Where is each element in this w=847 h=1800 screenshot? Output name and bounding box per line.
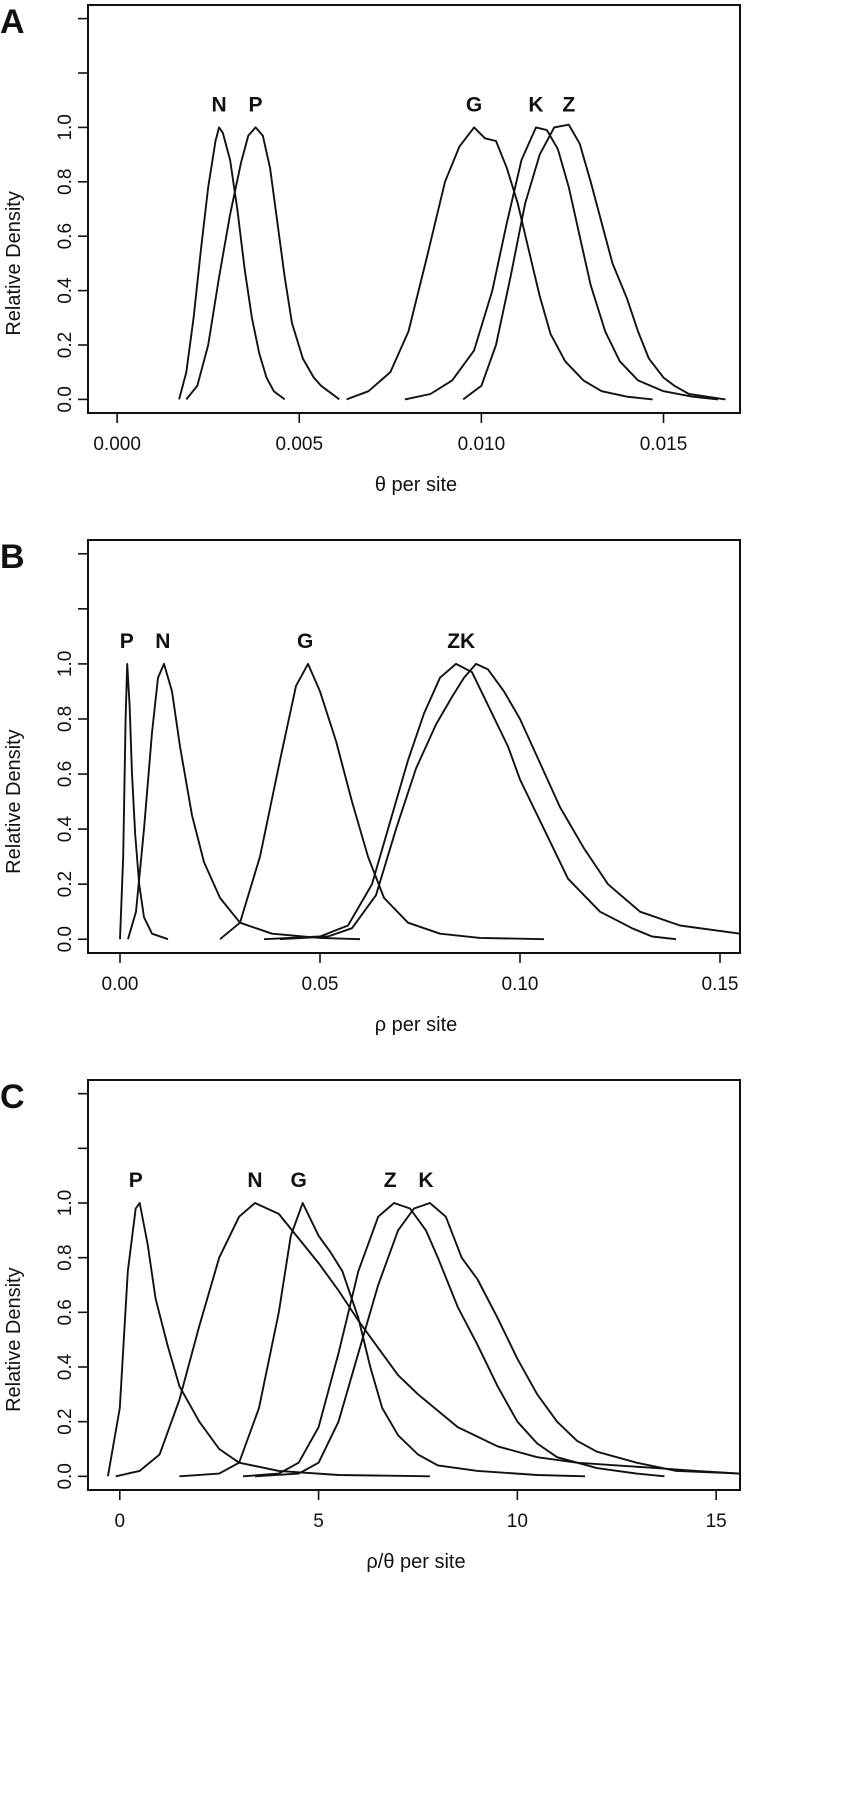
y-tick-label: 0.2 [55,332,76,358]
y-tick-label: 0.8 [55,169,76,195]
peak-label: G [291,1169,307,1192]
y-tick-label: 0.2 [55,871,76,897]
y-tick-label: 0.0 [55,926,76,952]
density-curve [404,126,719,401]
y-axis-label: Relative Density [3,1267,25,1412]
x-tick-label: 0.10 [502,974,539,995]
y-axis-label: Relative Density [3,729,25,874]
density-curve [263,662,677,941]
y-axis-label: Relative Density [3,191,25,336]
density-curve [462,123,726,401]
peak-label: G [297,630,313,653]
plot-frame [87,1079,741,1491]
density-curve [127,662,361,941]
panel-c: C 0 5 10 15 0.0 0.2 0.4 0.6 0.8 1.0 ρ/θ per site Rel… [0,1078,741,1573]
y-tick-label: 0.0 [55,1463,76,1489]
x-tick-label: 0.010 [458,434,506,455]
peak-label: P [129,1169,143,1192]
peak-label: N [212,93,227,116]
density-curve [178,126,286,401]
y-tick-label: 0.0 [55,386,76,412]
density-curve [106,1202,430,1478]
x-tick-label: 10 [507,1511,528,1532]
peak-label: P [120,630,134,653]
y-tick-label: 0.4 [55,815,76,842]
x-tick-label: 0.15 [702,974,739,995]
x-axis-label: ρ/θ per site [366,1551,465,1573]
panel-a: A 0.000 0.005 0.010 0.015 0.0 0.2 0.4 0.6 0.8 1.0 θ… [0,3,741,496]
y-tick-label: 0.4 [55,277,76,304]
density-curve [115,1202,741,1478]
density-curve [179,1202,586,1478]
panel-b: B 0.00 0.05 0.10 0.15 0.0 0.2 0.4 0.6 0.8 1.0 ρ per… [0,538,741,1036]
y-tick-label: 0.6 [55,223,76,249]
peak-label: N [247,1169,262,1192]
peak-label: K [528,93,543,116]
density-curve [185,126,340,401]
x-axis-label: ρ per site [375,1014,458,1036]
x-tick-label: 0.015 [640,434,688,455]
peak-label: K [418,1169,433,1192]
panel-letter: C [0,1078,25,1116]
density-curve [254,1202,741,1478]
y-tick-label: 1.0 [55,651,76,677]
peak-label: Z [562,93,575,116]
peak-label: N [155,630,170,653]
x-axis-label: θ per site [375,474,457,496]
y-tick-label: 0.6 [55,1299,76,1325]
x-tick-label: 5 [313,1511,324,1532]
y-tick-label: 0.8 [55,706,76,732]
x-tick-label: 0.005 [275,434,323,455]
x-tick-label: 0.05 [302,974,339,995]
y-tick-label: 1.0 [55,1190,76,1216]
plot-frame [87,4,741,414]
y-tick-label: 0.4 [55,1353,76,1380]
peak-label: Z [384,1169,397,1192]
y-tick-label: 1.0 [55,114,76,140]
x-tick-label: 0 [115,1511,126,1532]
density-curve [346,126,653,401]
density-curve [119,662,169,941]
y-tick-label: 0.6 [55,761,76,787]
x-tick-label: 0.000 [93,434,141,455]
y-tick-label: 0.8 [55,1244,76,1270]
peak-label: ZK [447,630,475,653]
density-curve [242,1202,665,1478]
peak-label: G [466,93,482,116]
x-tick-label: 0.00 [102,974,139,995]
peak-label: P [249,93,263,116]
x-tick-label: 15 [706,1511,727,1532]
density-curve [279,662,741,941]
plot-frame [87,539,741,954]
panel-letter: A [0,3,25,41]
density-curve [219,662,545,941]
panel-letter: B [0,538,25,576]
y-tick-label: 0.2 [55,1408,76,1434]
